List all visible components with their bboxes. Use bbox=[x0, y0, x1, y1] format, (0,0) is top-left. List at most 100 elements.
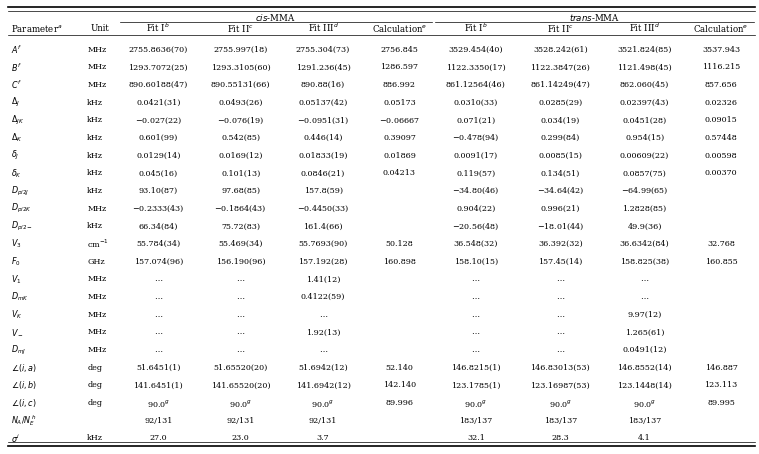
Text: 92/131: 92/131 bbox=[226, 417, 255, 424]
Text: 0.09015: 0.09015 bbox=[704, 116, 738, 124]
Text: 90.0$^g$: 90.0$^g$ bbox=[633, 398, 657, 409]
Text: 55.784(34): 55.784(34) bbox=[136, 240, 181, 248]
Text: $-$0.1864(43): $-$0.1864(43) bbox=[215, 203, 267, 214]
Text: $\sigma^i$: $\sigma^i$ bbox=[11, 432, 20, 444]
Text: Parameter$^a$: Parameter$^a$ bbox=[11, 23, 63, 34]
Text: 0.0129(14): 0.0129(14) bbox=[136, 152, 181, 160]
Text: 1.92(13): 1.92(13) bbox=[306, 328, 340, 336]
Text: 0.446(14): 0.446(14) bbox=[304, 134, 343, 142]
Text: 3521.824(85): 3521.824(85) bbox=[617, 46, 672, 54]
Text: 27.0: 27.0 bbox=[150, 434, 167, 442]
Text: deg: deg bbox=[87, 364, 102, 372]
Text: 97.68(85): 97.68(85) bbox=[221, 187, 260, 195]
Text: $C^f$: $C^f$ bbox=[11, 79, 22, 91]
Text: 36.6342(84): 36.6342(84) bbox=[620, 240, 669, 248]
Text: 146.83013(53): 146.83013(53) bbox=[531, 364, 591, 372]
Text: $-$20.56(48): $-$20.56(48) bbox=[452, 221, 499, 232]
Text: $\angle(i,b)$: $\angle(i,b)$ bbox=[11, 380, 37, 391]
Text: 55.7693(90): 55.7693(90) bbox=[298, 240, 348, 248]
Text: 51.65520(20): 51.65520(20) bbox=[213, 364, 268, 372]
Text: 1122.3847(26): 1122.3847(26) bbox=[531, 64, 591, 71]
Text: deg: deg bbox=[87, 381, 102, 390]
Text: 160.855: 160.855 bbox=[704, 258, 738, 266]
Text: kHz: kHz bbox=[87, 99, 103, 107]
Text: $\angle(i,c)$: $\angle(i,c)$ bbox=[11, 397, 37, 409]
Text: 90.0$^g$: 90.0$^g$ bbox=[465, 398, 487, 409]
Text: 0.0310(33): 0.0310(33) bbox=[454, 99, 498, 107]
Text: 886.992: 886.992 bbox=[383, 81, 416, 89]
Text: deg: deg bbox=[87, 399, 102, 407]
Text: 3.7: 3.7 bbox=[317, 434, 329, 442]
Text: $\cdots$: $\cdots$ bbox=[471, 346, 480, 354]
Text: 92/131: 92/131 bbox=[144, 417, 172, 424]
Text: 3529.454(40): 3529.454(40) bbox=[449, 46, 503, 54]
Text: 90.0$^g$: 90.0$^g$ bbox=[229, 398, 252, 409]
Text: $\cdots$: $\cdots$ bbox=[319, 346, 328, 354]
Text: $-$0.2333(43): $-$0.2333(43) bbox=[132, 203, 184, 214]
Text: 890.60188(47): 890.60188(47) bbox=[128, 81, 188, 89]
Text: $V_3$: $V_3$ bbox=[11, 238, 22, 250]
Text: 890.88(16): 890.88(16) bbox=[301, 81, 345, 89]
Text: 156.190(96): 156.190(96) bbox=[216, 258, 266, 266]
Text: 123.113: 123.113 bbox=[704, 381, 738, 390]
Text: 0.601(99): 0.601(99) bbox=[139, 134, 178, 142]
Text: MHz: MHz bbox=[87, 64, 106, 71]
Text: 66.34(84): 66.34(84) bbox=[139, 222, 178, 230]
Text: 90.0$^g$: 90.0$^g$ bbox=[311, 398, 335, 409]
Text: 51.6451(1): 51.6451(1) bbox=[136, 364, 181, 372]
Text: 157.8(59): 157.8(59) bbox=[304, 187, 342, 195]
Text: $B^f$: $B^f$ bbox=[11, 61, 22, 74]
Text: 0.00609(22): 0.00609(22) bbox=[620, 152, 669, 160]
Text: 0.00598: 0.00598 bbox=[704, 152, 737, 160]
Text: $-$0.0951(31): $-$0.0951(31) bbox=[297, 115, 349, 126]
Text: 861.12564(46): 861.12564(46) bbox=[446, 81, 505, 89]
Text: 51.6942(12): 51.6942(12) bbox=[298, 364, 348, 372]
Text: 890.55131(66): 890.55131(66) bbox=[211, 81, 270, 89]
Text: 3537.943: 3537.943 bbox=[702, 46, 740, 54]
Text: 861.14249(47): 861.14249(47) bbox=[531, 81, 591, 89]
Text: $\cdots$: $\cdots$ bbox=[154, 293, 163, 301]
Text: 141.65520(20): 141.65520(20) bbox=[211, 381, 270, 390]
Text: 89.996: 89.996 bbox=[386, 399, 414, 407]
Text: MHz: MHz bbox=[87, 328, 106, 336]
Text: 141.6942(12): 141.6942(12) bbox=[295, 381, 351, 390]
Text: 158.825(38): 158.825(38) bbox=[620, 258, 669, 266]
Text: $\cdots$: $\cdots$ bbox=[640, 276, 649, 283]
Text: 1293.7072(25): 1293.7072(25) bbox=[128, 64, 188, 71]
Text: 0.0493(26): 0.0493(26) bbox=[219, 99, 263, 107]
Text: 1.41(12): 1.41(12) bbox=[306, 276, 340, 283]
Text: 52.140: 52.140 bbox=[386, 364, 414, 372]
Text: 0.04213: 0.04213 bbox=[383, 169, 416, 178]
Text: $D_{pi2K}$: $D_{pi2K}$ bbox=[11, 202, 33, 215]
Text: 0.57448: 0.57448 bbox=[704, 134, 738, 142]
Text: 0.071(21): 0.071(21) bbox=[456, 116, 496, 124]
Text: Fit III$^d$: Fit III$^d$ bbox=[629, 22, 660, 35]
Text: 92/131: 92/131 bbox=[309, 417, 337, 424]
Text: 0.0169(12): 0.0169(12) bbox=[219, 152, 263, 160]
Text: $\cdots$: $\cdots$ bbox=[236, 311, 245, 319]
Text: 0.034(19): 0.034(19) bbox=[540, 116, 580, 124]
Text: $D_{mK}$: $D_{mK}$ bbox=[11, 291, 29, 303]
Text: 157.074(96): 157.074(96) bbox=[134, 258, 183, 266]
Text: 36.392(32): 36.392(32) bbox=[538, 240, 583, 248]
Text: GHz: GHz bbox=[87, 258, 105, 266]
Text: $\Delta_{JK}$: $\Delta_{JK}$ bbox=[11, 114, 25, 127]
Text: $\cdots$: $\cdots$ bbox=[154, 311, 163, 319]
Text: kHz: kHz bbox=[87, 434, 103, 442]
Text: 183/137: 183/137 bbox=[459, 417, 493, 424]
Text: $\cdots$: $\cdots$ bbox=[556, 293, 565, 301]
Text: 123.1448(14): 123.1448(14) bbox=[617, 381, 672, 390]
Text: 0.134(51): 0.134(51) bbox=[540, 169, 580, 178]
Text: 0.39097: 0.39097 bbox=[383, 134, 416, 142]
Text: kHz: kHz bbox=[87, 116, 103, 124]
Text: 1122.3350(17): 1122.3350(17) bbox=[446, 64, 505, 71]
Text: 55.469(34): 55.469(34) bbox=[219, 240, 263, 248]
Text: $V_1$: $V_1$ bbox=[11, 273, 22, 286]
Text: $V_K$: $V_K$ bbox=[11, 308, 23, 321]
Text: $\cdots$: $\cdots$ bbox=[471, 328, 480, 336]
Text: 123.1785(1): 123.1785(1) bbox=[451, 381, 501, 390]
Text: Fit II$^c$: Fit II$^c$ bbox=[227, 23, 254, 34]
Text: $\cdots$: $\cdots$ bbox=[471, 293, 480, 301]
Text: $-$34.80(46): $-$34.80(46) bbox=[452, 186, 499, 196]
Text: Unit: Unit bbox=[90, 24, 109, 33]
